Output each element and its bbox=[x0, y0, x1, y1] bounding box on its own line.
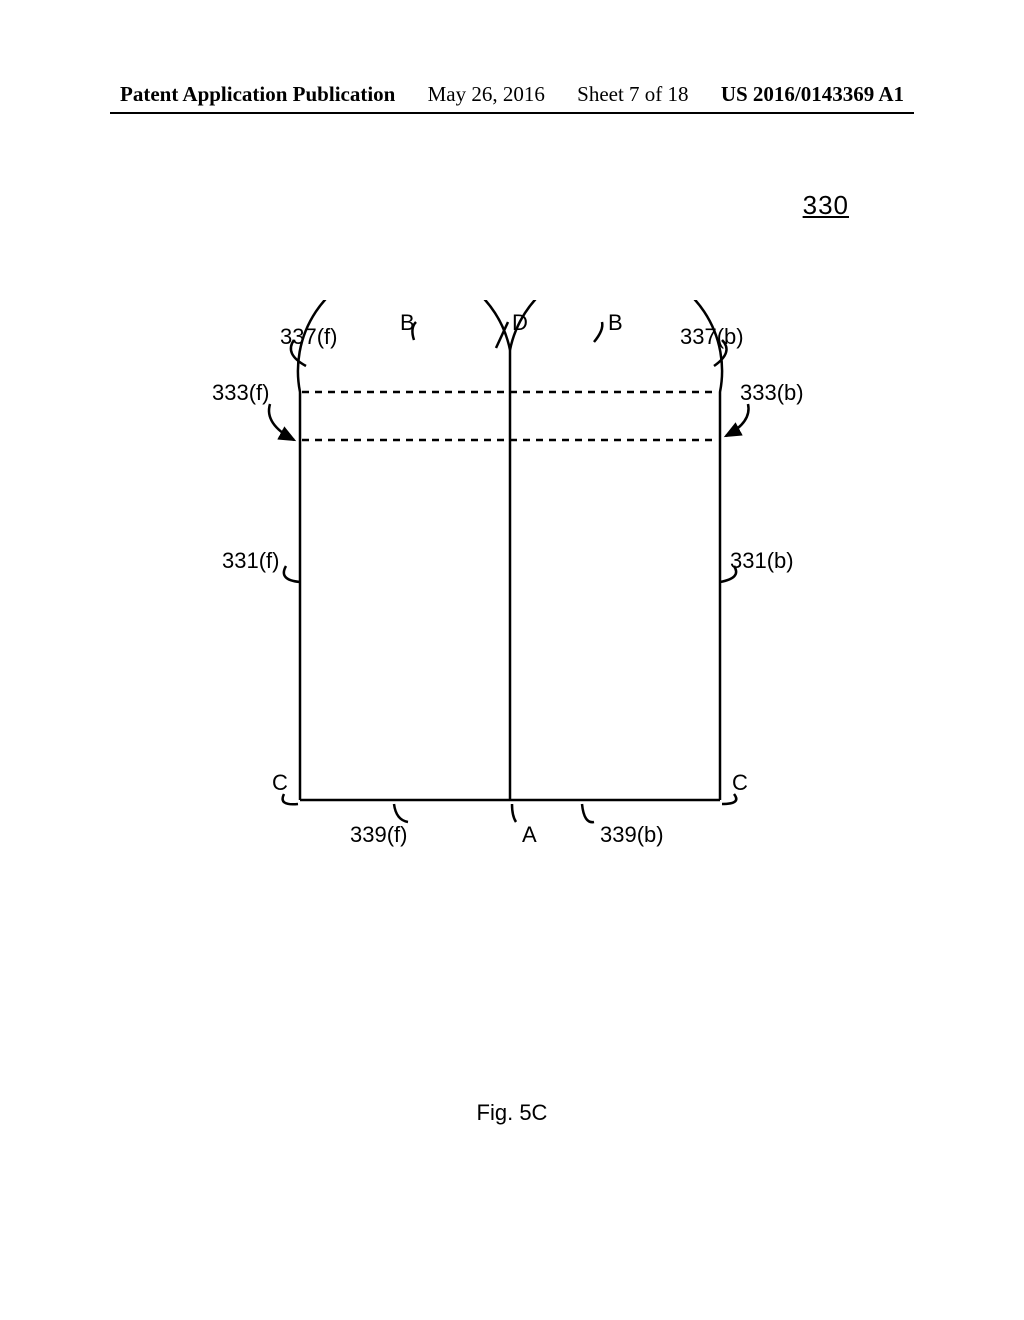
header-rule bbox=[110, 112, 914, 114]
header-date: May 26, 2016 bbox=[428, 82, 545, 107]
header-sheet: Sheet 7 of 18 bbox=[577, 82, 688, 107]
label-B-left: B bbox=[400, 310, 415, 336]
label-337f: 337(f) bbox=[280, 324, 337, 350]
header-publication: Patent Application Publication bbox=[120, 82, 395, 107]
figure-number: 330 bbox=[803, 190, 849, 221]
label-339b: 339(b) bbox=[600, 822, 664, 848]
label-337b: 337(b) bbox=[680, 324, 744, 350]
label-333f: 333(f) bbox=[212, 380, 269, 406]
label-331b: 331(b) bbox=[730, 548, 794, 574]
label-B-right: B bbox=[608, 310, 623, 336]
label-C-left: C bbox=[272, 770, 288, 796]
label-D: D bbox=[512, 310, 528, 336]
label-339f: 339(f) bbox=[350, 822, 407, 848]
figure-caption: Fig. 5C bbox=[0, 1100, 1024, 1126]
label-333b: 333(b) bbox=[740, 380, 804, 406]
page-header: Patent Application Publication May 26, 2… bbox=[0, 82, 1024, 107]
header-docnum: US 2016/0143369 A1 bbox=[721, 82, 904, 107]
figure-svg bbox=[210, 300, 810, 860]
label-331f: 331(f) bbox=[222, 548, 279, 574]
label-A: A bbox=[522, 822, 537, 848]
patent-figure: B D B 337(f) 337(b) 333(f) 333(b) 331(f)… bbox=[210, 300, 810, 860]
label-C-right: C bbox=[732, 770, 748, 796]
